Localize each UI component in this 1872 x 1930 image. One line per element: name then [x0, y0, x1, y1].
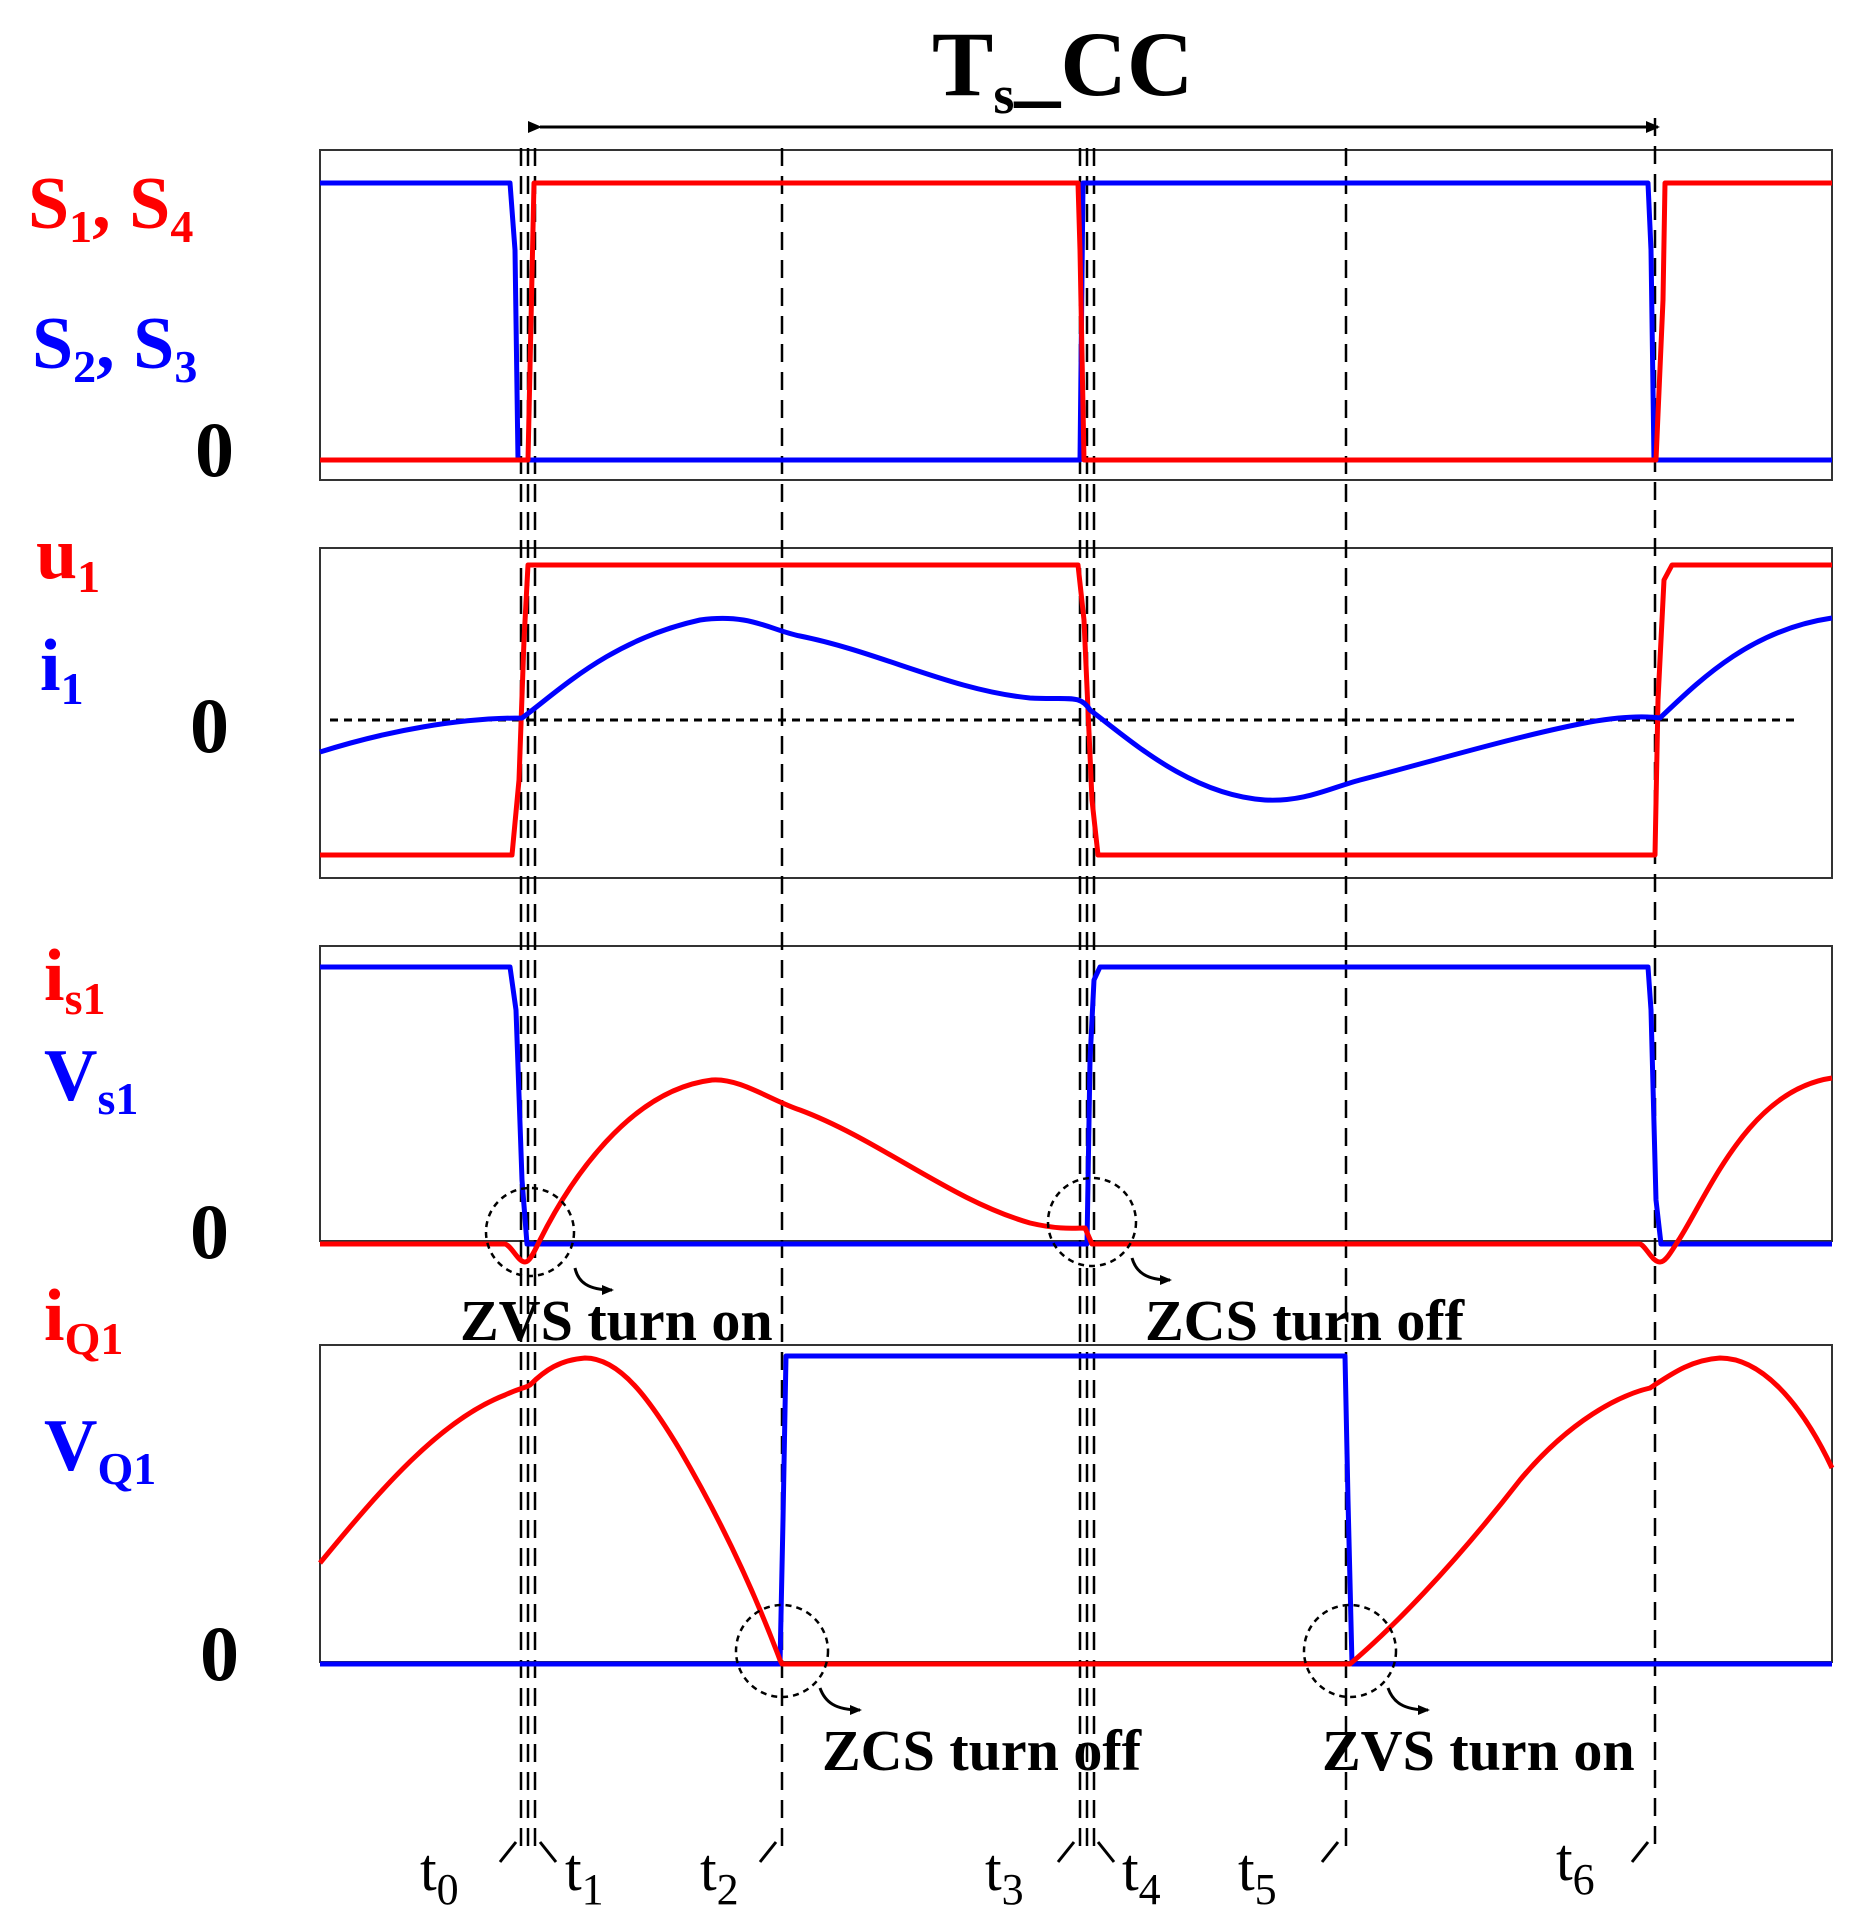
zero-label-panel4: 0	[200, 1610, 239, 1697]
tick-t6	[1630, 1841, 1650, 1863]
panel-switch-q1	[319, 1344, 1833, 1663]
tick-t2	[758, 1841, 778, 1863]
panel-inverter-output	[319, 547, 1833, 879]
zcs-turn-off-label-1: ZCS turn off	[1145, 1288, 1465, 1353]
is1-current-waveform	[320, 1075, 1833, 1265]
label-is1: is1	[44, 935, 105, 1024]
period-title-sub: s	[993, 65, 1014, 125]
time-label-t5: t5	[1238, 1837, 1277, 1914]
arrow-zcs-off-1	[1130, 1257, 1172, 1285]
zero-label-panel3: 0	[190, 1188, 229, 1275]
time-label-t6: t6	[1556, 1827, 1595, 1904]
time-label-t2: t2	[700, 1837, 739, 1914]
time-label-t1: t1	[565, 1837, 604, 1914]
highlight-circle-zvs-on-q1	[1302, 1603, 1398, 1699]
zcs-turn-off-label-2: ZCS turn off	[822, 1718, 1142, 1783]
label-s1-s4: S1, S4	[28, 163, 193, 252]
label-i1: i1	[40, 625, 84, 714]
tick-t1	[538, 1841, 558, 1863]
tick-t3	[1056, 1841, 1076, 1863]
zvs-turn-on-label-2: ZVS turn on	[1322, 1718, 1635, 1783]
label-vs1: Vs1	[44, 1035, 138, 1124]
period-title-rest: _CC	[1013, 13, 1193, 115]
tick-t0	[498, 1841, 518, 1863]
time-label-t0: t0	[420, 1837, 459, 1914]
zero-label-panel1: 0	[195, 406, 234, 493]
time-label-t3: t3	[985, 1837, 1024, 1914]
iq1-current-waveform	[318, 1355, 1835, 1667]
i1-current-waveform	[319, 615, 1833, 803]
arrow-zvs-on-2	[1386, 1687, 1430, 1715]
label-iq1: iQ1	[44, 1275, 123, 1364]
highlight-circle-zvs-on-s1	[484, 1186, 576, 1278]
arrow-zcs-off-2	[818, 1687, 862, 1715]
highlight-circle-zcs-off-s1	[1046, 1176, 1138, 1268]
time-label-group: t0 t1 t2 t3 t4 t5 t6	[420, 1827, 1650, 1914]
vs1-voltage-waveform	[320, 964, 1832, 1247]
label-u1: u1	[36, 513, 100, 602]
vq1-voltage-waveform	[320, 1353, 1832, 1667]
zvs-turn-on-label-1: ZVS turn on	[460, 1288, 773, 1353]
panel-switch-signals	[319, 149, 1833, 481]
arrow-zvs-on-1	[573, 1267, 614, 1295]
panel-switch-s1	[319, 945, 1833, 1242]
highlight-circle-zcs-off-q1	[734, 1603, 830, 1699]
label-vq1: VQ1	[44, 1405, 156, 1494]
label-s2-s3: S2, S3	[32, 303, 197, 392]
time-label-t4: t4	[1122, 1837, 1161, 1914]
period-title-main: T	[932, 13, 993, 115]
tick-t4	[1096, 1841, 1116, 1863]
tick-t5	[1320, 1841, 1340, 1863]
s1-s4-gate-signal	[320, 180, 1832, 463]
period-title: Ts_CC	[932, 13, 1193, 125]
zero-label-panel2: 0	[190, 682, 229, 769]
